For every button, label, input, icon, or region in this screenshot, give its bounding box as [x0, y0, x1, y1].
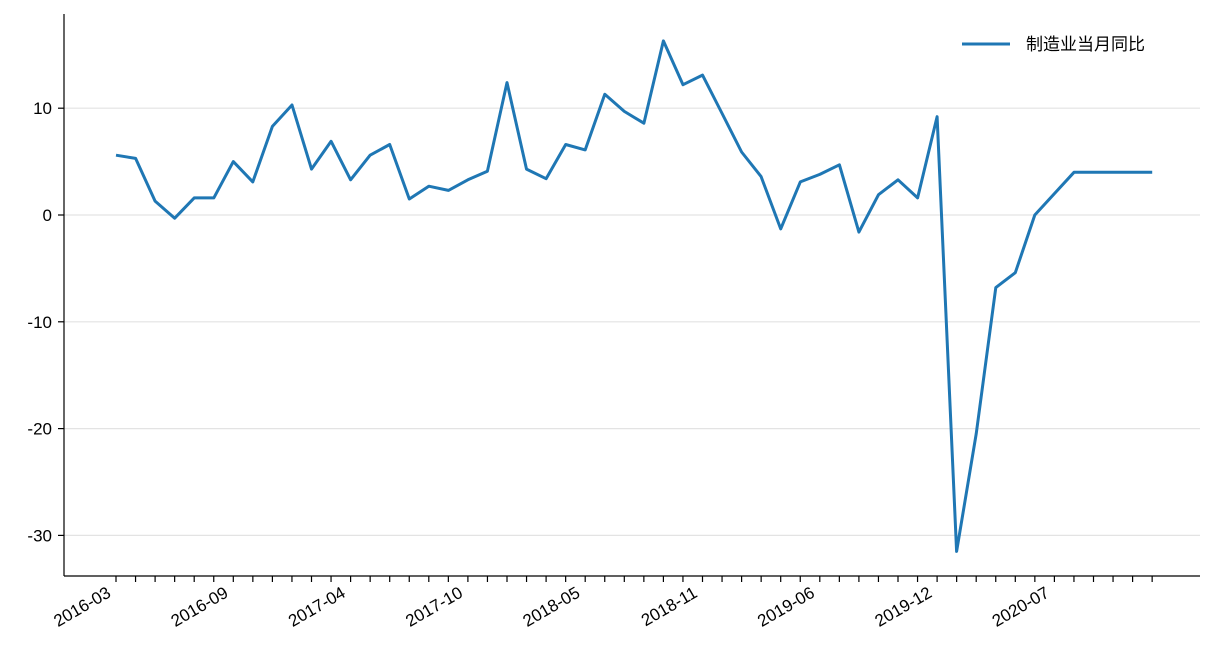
y-tick-label: -10 [27, 313, 52, 332]
x-tick-label: 2018-05 [520, 583, 584, 631]
y-tick-label: -20 [27, 420, 52, 439]
x-tick-label: 2020-07 [989, 583, 1053, 631]
y-tick-label: -30 [27, 526, 52, 545]
axes [63, 14, 1200, 577]
x-tick-label: 2018-11 [638, 583, 700, 630]
x-tick-label: 2017-10 [402, 583, 466, 631]
x-tick-label: 2016-03 [50, 583, 114, 631]
y-tick-label: 10 [33, 99, 52, 118]
x-tick-label: 2019-12 [872, 583, 936, 631]
x-tick-label: 2017-04 [285, 583, 349, 631]
grid-lines [64, 107, 1200, 537]
x-tick-label: 2019-06 [754, 583, 818, 631]
legend: 制造业当月同比 [962, 35, 1145, 55]
series-layer [115, 39, 1153, 553]
x-tick-label: 2016-09 [168, 583, 232, 631]
y-ticks: 10 0 -10 -20 -30 [27, 99, 64, 545]
series-line [115, 39, 1153, 553]
legend-label: 制造业当月同比 [1026, 35, 1145, 55]
y-tick-label: 0 [43, 206, 52, 225]
x-ticks: 2016-03 2016-09 2017-04 2017-10 2018-05 2018-… [50, 576, 1153, 631]
